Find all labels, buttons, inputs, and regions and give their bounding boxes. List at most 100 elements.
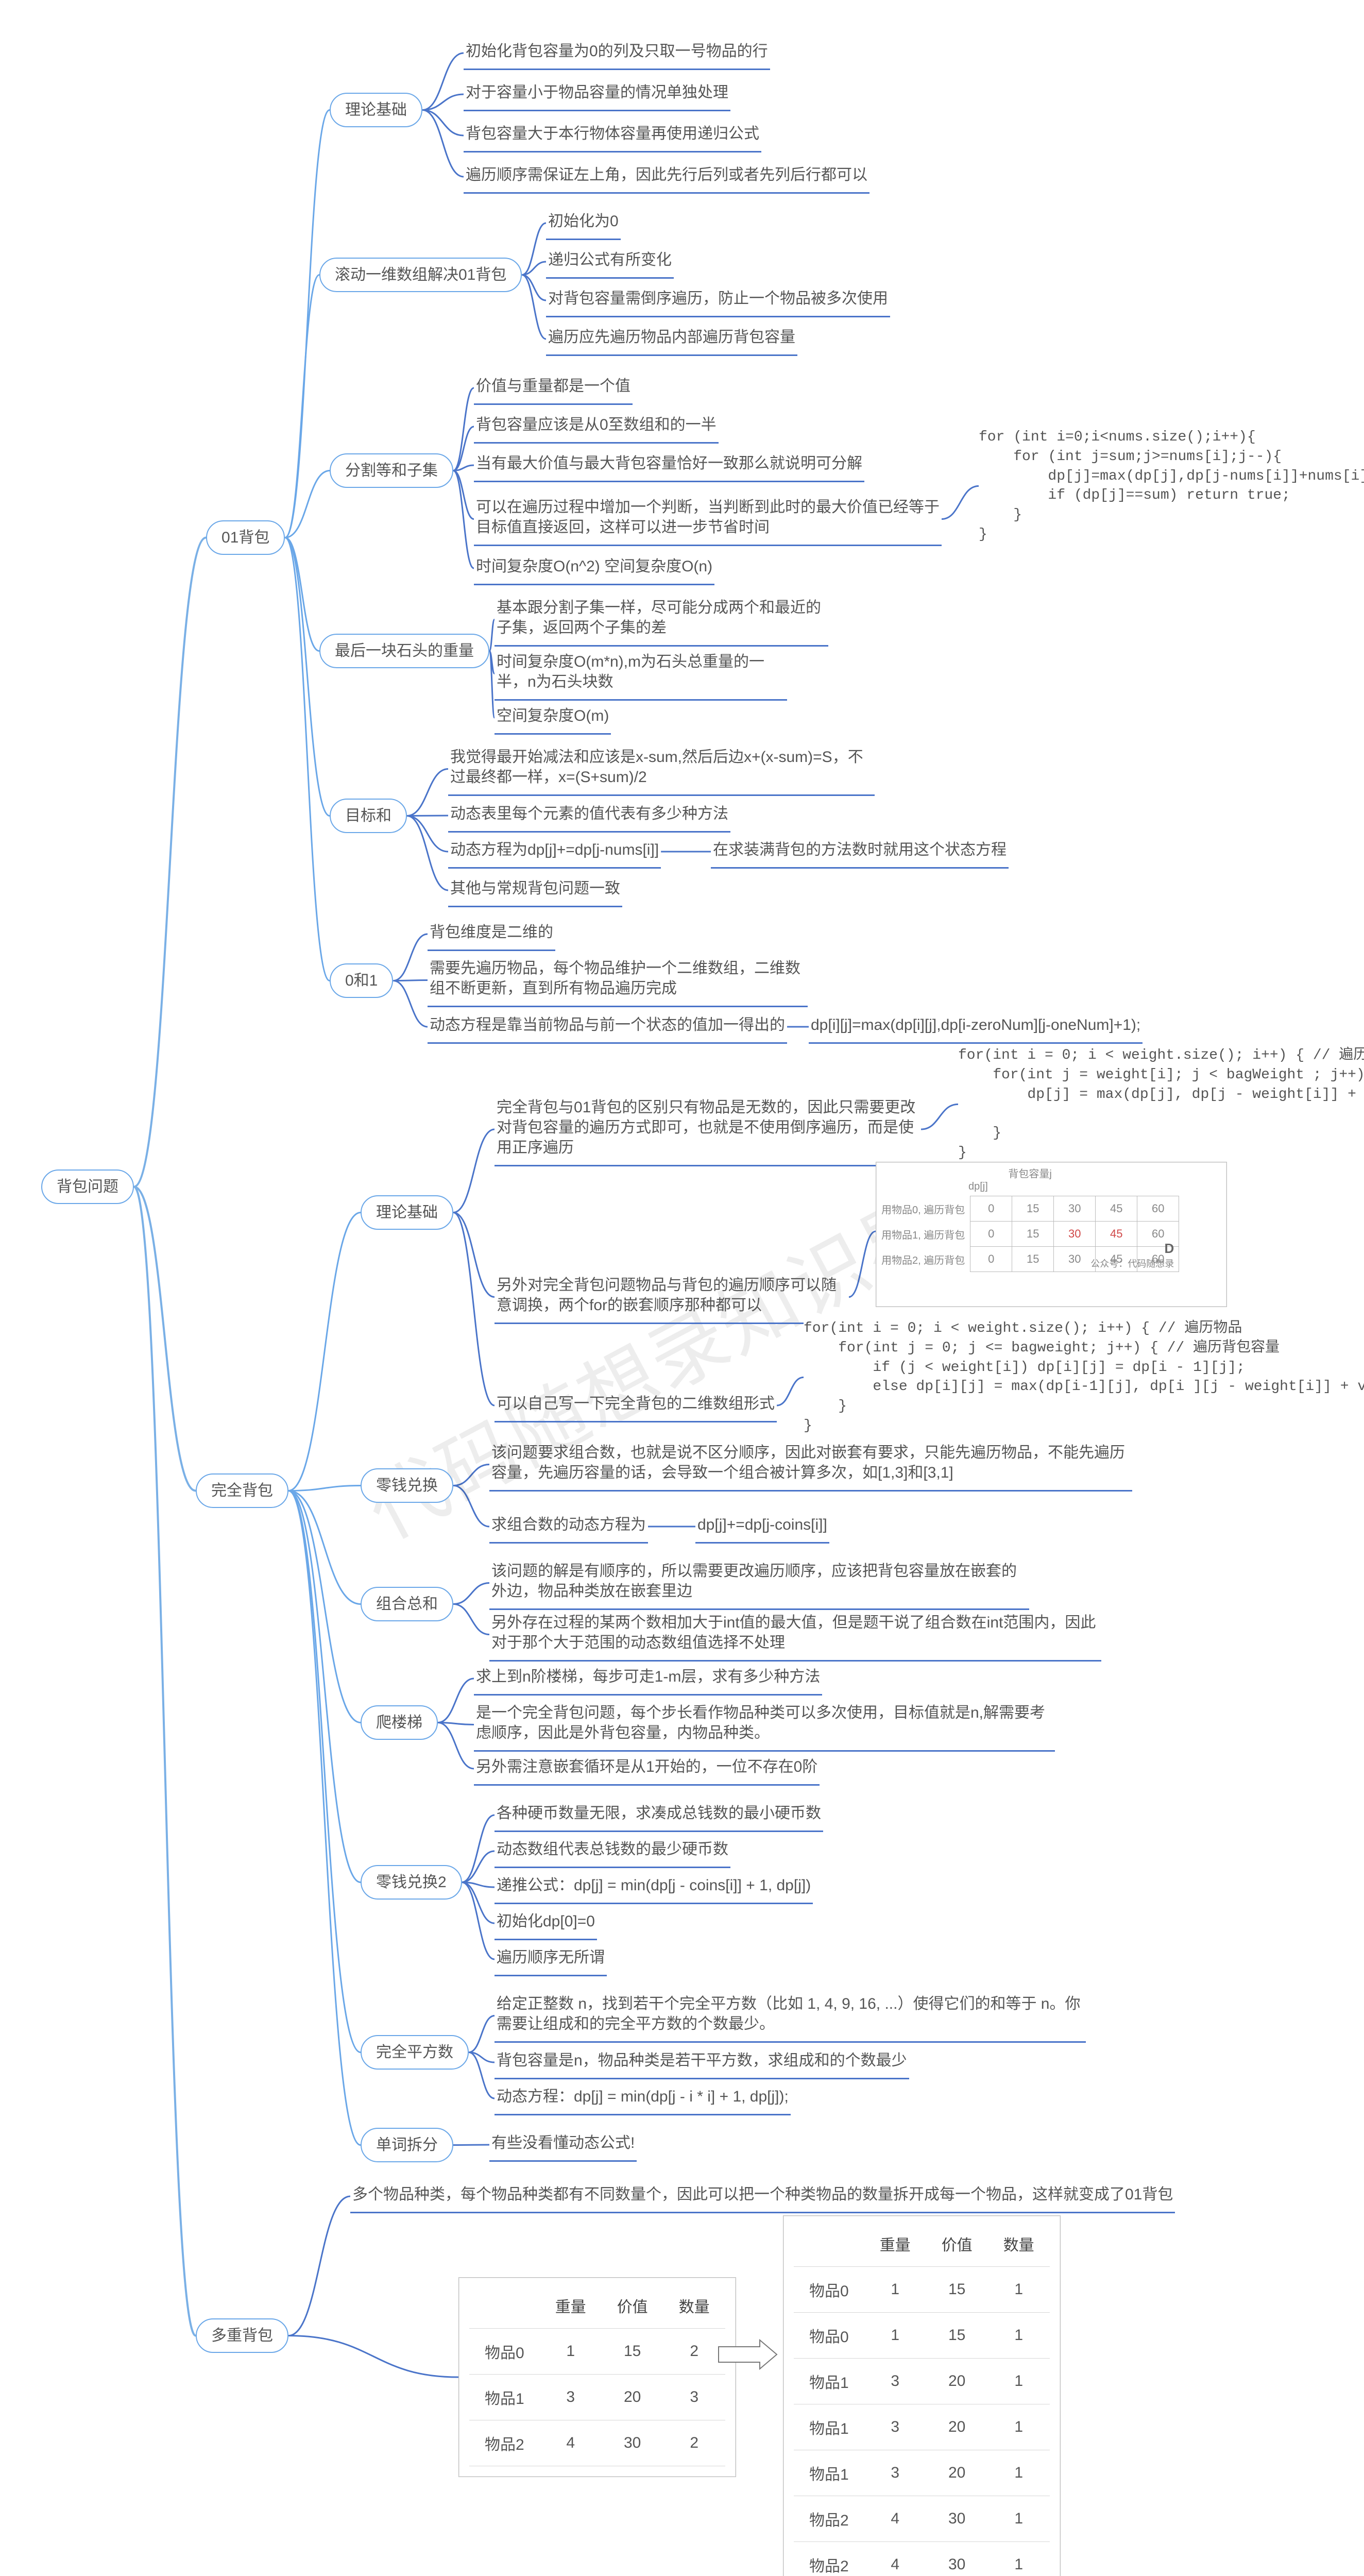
leaf: 动态方程：dp[j] = min(dp[j - i * i] + 1, dp[j…	[495, 2081, 791, 2115]
branch-01bag: 01背包	[206, 520, 285, 555]
leaf: 初始化背包容量为0的列及只取一号物品的行	[464, 36, 770, 70]
leaf: 各种硬币数量无限，求凑成总钱数的最小硬币数	[495, 1798, 823, 1832]
txt: 另外对完全背包问题物品与背包的遍历顺序可以随意调换，两个for的嵌套顺序那种都可…	[497, 1277, 837, 1314]
txt: dp[j]+=dp[j-coins[i]]	[697, 1516, 827, 1533]
n-01-zo: 0和1	[330, 963, 393, 998]
code-subset: for (int i=0;i<nums.size();i++){ for (in…	[979, 428, 1364, 545]
code-full1: for(int i = 0; i < weight.size(); i++) {…	[958, 1046, 1364, 1163]
txt: 需要先遍历物品，每个物品维护一个二维数组，二维数组不断更新，直到所有物品遍历完成	[430, 960, 800, 997]
txt: 是一个完全背包问题，每个步长看作物品种类可以多次使用，目标值就是n,解需要考虑顺…	[476, 1704, 1045, 1741]
txt: 动态数组代表总钱数的最少硬币数	[497, 1841, 728, 1858]
txt: 基本跟分割子集一样，尽可能分成两个和最近的子集，返回两个子集的差	[497, 599, 821, 636]
txt: 动态表里每个元素的值代表有多少种方法	[450, 805, 728, 822]
txt: 动态方程：dp[j] = min(dp[j - i * i] + 1, dp[j…	[497, 2088, 789, 2105]
branch-multibag-label: 多重背包	[211, 2327, 273, 2344]
leaf: 完全背包与01背包的区别只有物品是无数的，因此只需要更改对背包容量的遍历方式即可…	[495, 1092, 921, 1166]
leaf: 初始化dp[0]=0	[495, 1906, 597, 1940]
txt: 遍历应先遍历物品内部遍历背包容量	[548, 329, 795, 346]
lbl: 目标和	[345, 807, 391, 824]
leaf: 动态数组代表总钱数的最少硬币数	[495, 1834, 730, 1868]
lbl: 零钱兑换2	[376, 1874, 447, 1891]
leaf: 该问题的解是有顺序的，所以需要更改遍历顺序，应该把背包容量放在嵌套的外边，物品种…	[489, 1556, 1029, 1610]
lbl: 完全平方数	[376, 2044, 453, 2061]
leaf: 递归公式有所变化	[546, 245, 674, 279]
branch-01bag-label: 01背包	[221, 529, 269, 546]
leaf: 有些没看懂动态公式!	[489, 2128, 637, 2162]
leaf: 求组合数的动态方程为	[489, 1510, 648, 1544]
txt: 求上到n阶楼梯，每步可走1-m层，求有多少种方法	[476, 1668, 820, 1685]
n-01-target: 目标和	[330, 799, 407, 833]
leaf: 我觉得最开始减法和应该是x-sum,然后后边x+(x-sum)=S，不过最终都一…	[448, 742, 875, 796]
code-full2: for(int i = 0; i < weight.size(); i++) {…	[804, 1319, 1364, 1436]
txt: 初始化dp[0]=0	[497, 1913, 595, 1930]
branch-fullbag: 完全背包	[196, 1473, 288, 1508]
leaf: 是一个完全背包问题，每个步长看作物品种类可以多次使用，目标值就是n,解需要考虑顺…	[474, 1698, 1055, 1752]
leaf: 需要先遍历物品，每个物品维护一个二维数组，二维数组不断更新，直到所有物品遍历完成	[428, 953, 808, 1007]
lbl: 零钱兑换	[376, 1477, 438, 1494]
txt: 多个物品种类，每个物品种类都有不同数量个，因此可以把一个种类物品的数量拆开成每一…	[352, 2186, 1173, 2203]
txt: 可以在遍历过程中增加一个判断，当判断到此时的最大价值已经等于目标值直接返回，这样…	[476, 499, 940, 536]
txt: 递推公式：dp[j] = min(dp[j - coins[i]] + 1, d…	[497, 1877, 811, 1894]
txt: 对于容量小于物品容量的情况单独处理	[466, 84, 728, 101]
txt: 可以自己写一下完全背包的二维数组形式	[497, 1395, 775, 1412]
leaf: 另外需注意嵌套循环是从1开始的，一位不存在0阶	[474, 1752, 820, 1786]
leaf: 价值与重量都是一个值	[474, 371, 633, 405]
lbl: 最后一块石头的重量	[335, 642, 474, 659]
txt: 递归公式有所变化	[548, 251, 672, 268]
txt: 背包容量大于本行物体容量再使用递归公式	[466, 125, 759, 142]
leaf: 递推公式：dp[j] = min(dp[j - coins[i]] + 1, d…	[495, 1870, 813, 1904]
txt: 遍历顺序需保证左上角，因此先行后列或者先列后行都可以	[466, 166, 867, 183]
branch-multibag: 多重背包	[196, 2318, 288, 2353]
txt: 空间复杂度O(m)	[497, 707, 609, 724]
n-01-roll: 滚动一维数组解决01背包	[319, 258, 522, 292]
leaf: 初始化为0	[546, 206, 621, 240]
root-label: 背包问题	[57, 1178, 118, 1195]
leaf: 可以自己写一下完全背包的二维数组形式	[495, 1388, 777, 1422]
leaf: 遍历顺序无所谓	[495, 1942, 607, 1976]
txt: 另外存在过程的某两个数相加大于int值的最大值，但是题干说了组合数在int范围内…	[491, 1614, 1096, 1651]
leaf: dp[j]+=dp[j-coins[i]]	[695, 1510, 829, 1544]
txt: 在求装满背包的方法数时就用这个状态方程	[713, 841, 1007, 858]
txt: 时间复杂度O(n^2) 空间复杂度O(n)	[476, 558, 712, 575]
txt: 背包容量应该是从0至数组和的一半	[476, 416, 717, 433]
leaf: 可以在遍历过程中增加一个判断，当判断到此时的最大价值已经等于目标值直接返回，这样…	[474, 492, 942, 546]
leaf: 该问题要求组合数，也就是说不区分顺序，因此对嵌套有要求，只能先遍历物品，不能先遍…	[489, 1437, 1132, 1492]
leaf: 动态方程为dp[j]+=dp[j-nums[i]]	[448, 835, 661, 869]
leaf: 动态表里每个元素的值代表有多少种方法	[448, 799, 730, 833]
txt: 该问题的解是有顺序的，所以需要更改遍历顺序，应该把背包容量放在嵌套的外边，物品种…	[491, 1563, 1017, 1600]
txt: 其他与常规背包问题一致	[450, 880, 620, 897]
leaf: 背包容量是n，物品种类是若干平方数，求组成和的个数最少	[495, 2045, 909, 2079]
leaf: 另外存在过程的某两个数相加大于int值的最大值，但是题干说了组合数在int范围内…	[489, 1607, 1101, 1662]
leaf: 背包容量大于本行物体容量再使用递归公式	[464, 118, 761, 152]
txt: 各种硬币数量无限，求凑成总钱数的最小硬币数	[497, 1805, 821, 1822]
leaf: 时间复杂度O(n^2) 空间复杂度O(n)	[474, 551, 714, 585]
txt: 初始化为0	[548, 213, 619, 230]
lbl: 理论基础	[345, 101, 407, 118]
n-full-coin1: 零钱兑换	[361, 1468, 453, 1503]
leaf: 遍历应先遍历物品内部遍历背包容量	[546, 322, 797, 356]
lbl: 0和1	[345, 972, 378, 989]
lbl: 分割等和子集	[345, 462, 438, 479]
n-01-stone: 最后一块石头的重量	[319, 634, 489, 668]
n-full-climb: 爬楼梯	[361, 1705, 438, 1740]
leaf: 求上到n阶楼梯，每步可走1-m层，求有多少种方法	[474, 1662, 822, 1696]
lbl: 单词拆分	[376, 2137, 438, 2154]
n-full-comb: 组合总和	[361, 1587, 453, 1621]
multi-table-left: 重量价值数量物品01152物品13203物品24302	[458, 2277, 736, 2477]
leaf: 对于容量小于物品容量的情况单独处理	[464, 77, 730, 111]
leaf: 动态方程是靠当前物品与前一个状态的值加一得出的	[428, 1010, 787, 1044]
leaf: 空间复杂度O(m)	[495, 701, 611, 735]
txt: 价值与重量都是一个值	[476, 378, 630, 395]
txt: 背包容量是n，物品种类是若干平方数，求组成和的个数最少	[497, 2052, 907, 2069]
txt: 另外需注意嵌套循环是从1开始的，一位不存在0阶	[476, 1758, 817, 1775]
txt: 给定正整数 n，找到若干个完全平方数（比如 1, 4, 9, 16, ...）使…	[497, 1995, 1080, 2032]
txt: 动态方程为dp[j]+=dp[j-nums[i]]	[450, 841, 659, 858]
leaf: 遍历顺序需保证左上角，因此先行后列或者先列后行都可以	[464, 160, 869, 194]
leaf: 另外对完全背包问题物品与背包的遍历顺序可以随意调换，两个for的嵌套顺序那种都可…	[495, 1270, 849, 1324]
arrow-icon	[716, 2339, 778, 2370]
leaf: 基本跟分割子集一样，尽可能分成两个和最近的子集，返回两个子集的差	[495, 592, 828, 647]
n-01-theory: 理论基础	[330, 93, 422, 127]
lbl: 组合总和	[376, 1596, 438, 1613]
txt: 初始化背包容量为0的列及只取一号物品的行	[466, 43, 768, 60]
leaf: dp[i][j]=max(dp[i][j],dp[i-zeroNum][j-on…	[809, 1010, 1143, 1044]
